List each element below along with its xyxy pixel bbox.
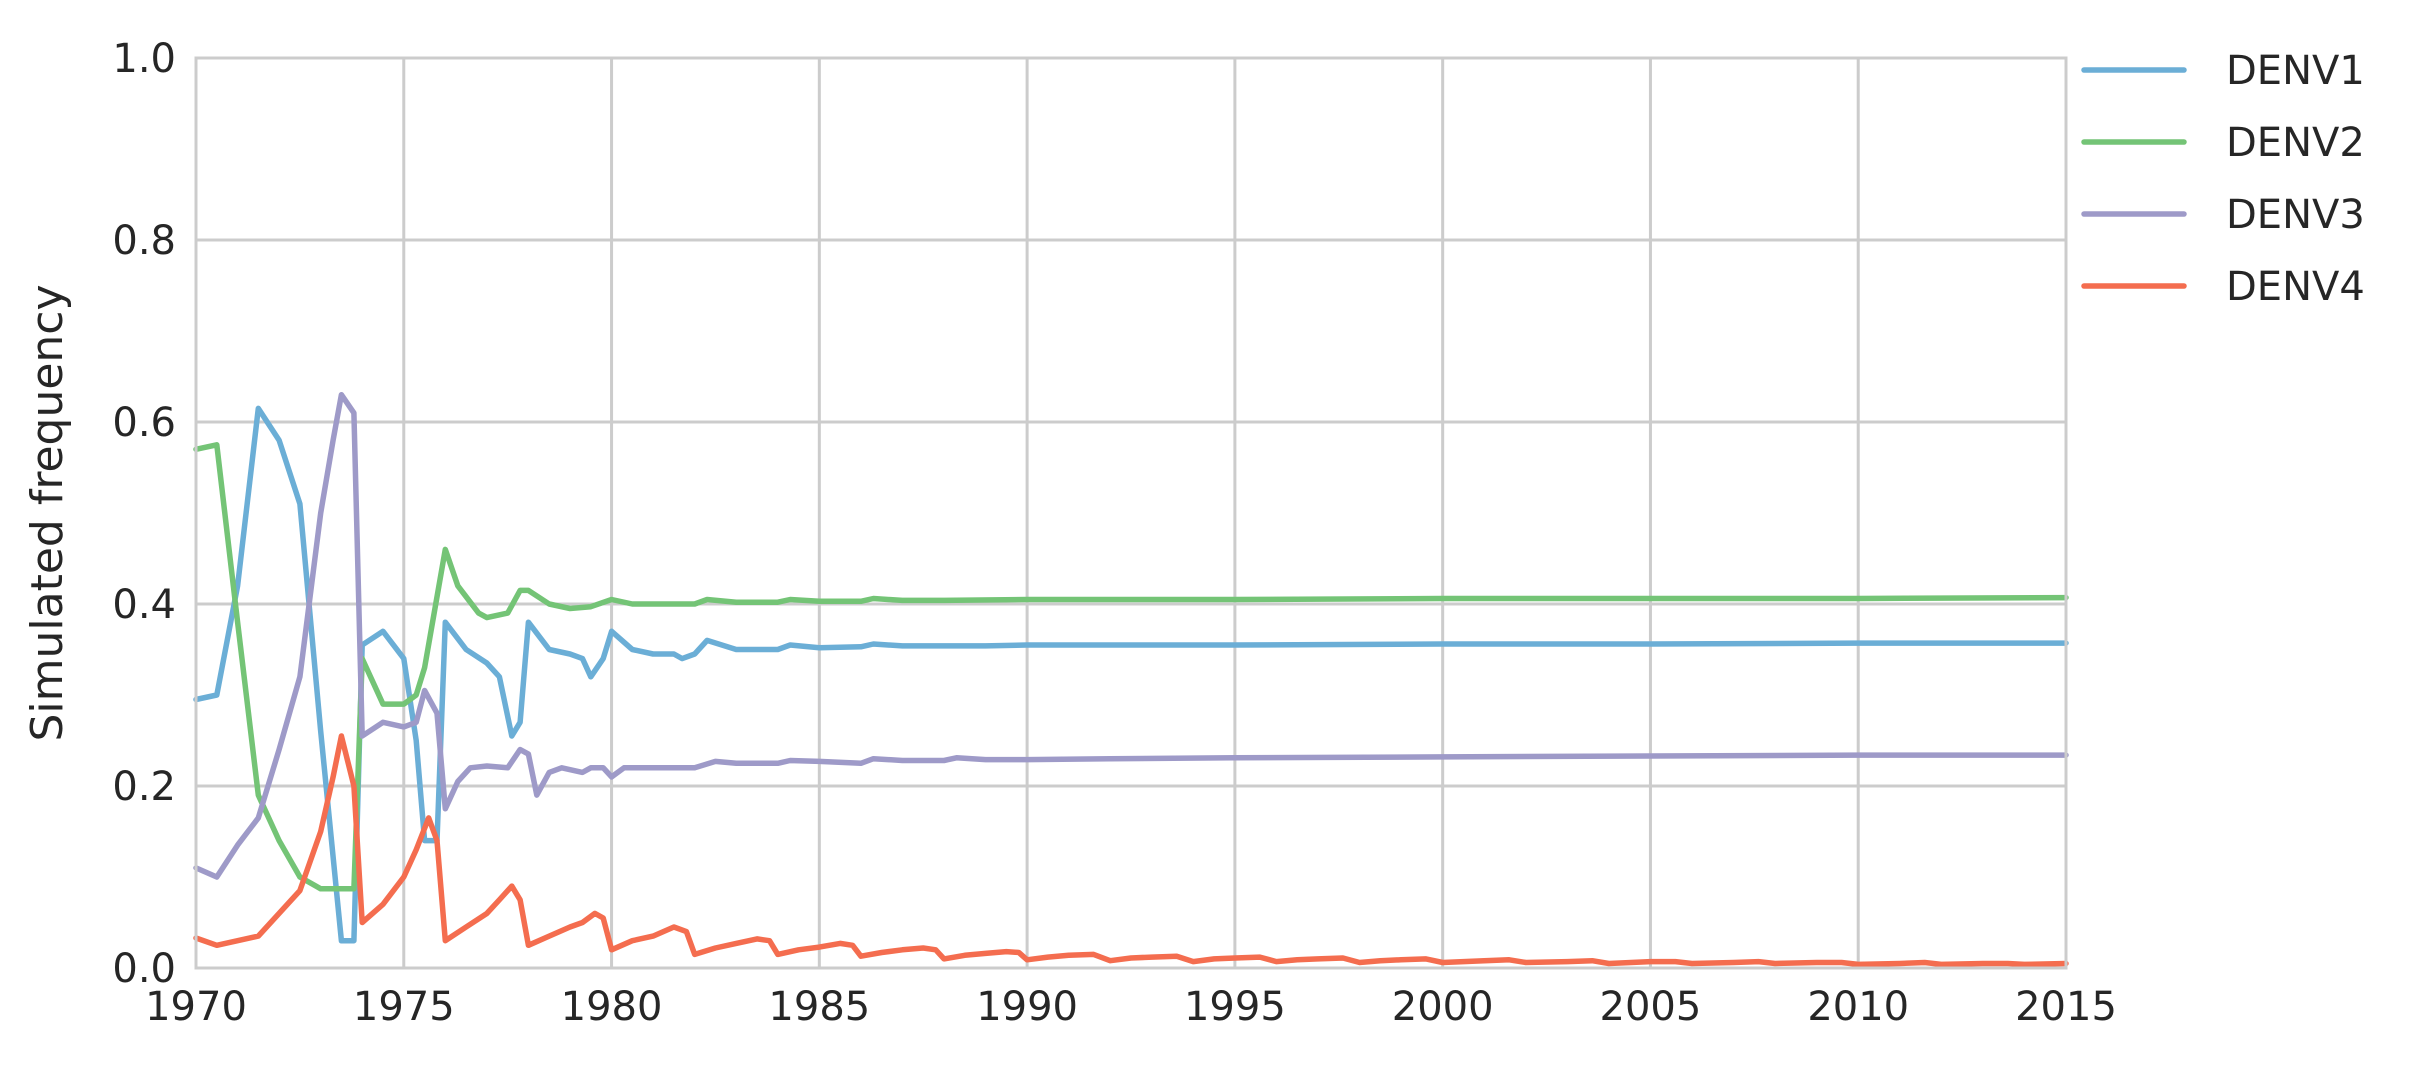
x-tick-label: 1980 xyxy=(561,984,663,1030)
x-tick-label: 1995 xyxy=(1184,984,1286,1030)
y-axis-label: Simulated frequency xyxy=(22,284,73,741)
grid xyxy=(194,56,2068,970)
series-line-denv3 xyxy=(193,391,2069,880)
series-line-denv1 xyxy=(193,405,2069,944)
series-line-denv2 xyxy=(193,442,2069,892)
plot-frame xyxy=(194,56,2068,970)
x-axis-ticks: 1970 1975 1980 1985 1990 1995 2000 2005 2010 2015 xyxy=(145,984,2117,1030)
x-tick-label: 1985 xyxy=(768,984,870,1030)
y-axis-ticks: 0.0 0.2 0.4 0.6 0.8 1.0 xyxy=(112,36,176,992)
legend: DENV1 DENV2 DENV3 DENV4 xyxy=(2081,48,2365,310)
x-tick-label: 1970 xyxy=(145,984,247,1030)
y-tick-label: 0.4 xyxy=(112,582,176,628)
legend-label-denv2: DENV2 xyxy=(2226,120,2365,166)
legend-label-denv3: DENV3 xyxy=(2226,192,2365,238)
y-tick-label: 0.6 xyxy=(112,400,176,446)
x-tick-label: 2000 xyxy=(1392,984,1494,1030)
x-tick-label: 2015 xyxy=(2015,984,2117,1030)
x-tick-label: 1975 xyxy=(353,984,455,1030)
y-tick-label: 1.0 xyxy=(112,36,176,82)
y-tick-label: 0.8 xyxy=(112,218,176,264)
legend-label-denv4: DENV4 xyxy=(2226,264,2365,310)
series-lines xyxy=(193,391,2069,968)
y-tick-label: 0.0 xyxy=(112,946,176,992)
x-tick-label: 2005 xyxy=(1600,984,1702,1030)
x-tick-label: 2010 xyxy=(1807,984,1909,1030)
y-tick-label: 0.2 xyxy=(112,764,176,810)
series-line-denv4 xyxy=(193,733,2069,968)
x-tick-label: 1990 xyxy=(976,984,1078,1030)
legend-label-denv1: DENV1 xyxy=(2226,48,2365,94)
